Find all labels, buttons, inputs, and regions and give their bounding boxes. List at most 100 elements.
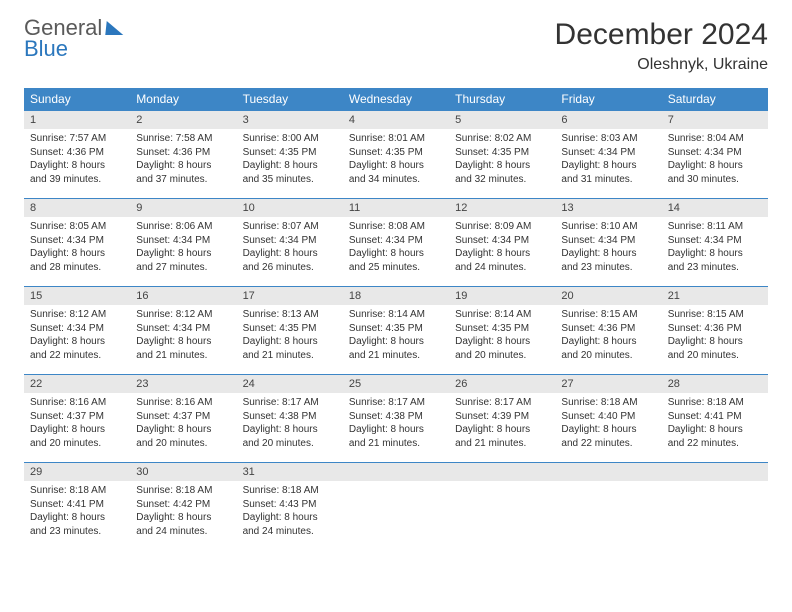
calendar-day-cell: 16Sunrise: 8:12 AMSunset: 4:34 PMDayligh… xyxy=(130,287,236,375)
calendar-day-cell: 10Sunrise: 8:07 AMSunset: 4:34 PMDayligh… xyxy=(237,199,343,287)
calendar-day-cell: 12Sunrise: 8:09 AMSunset: 4:34 PMDayligh… xyxy=(449,199,555,287)
day-number: 31 xyxy=(237,463,343,481)
calendar-day-cell: 24Sunrise: 8:17 AMSunset: 4:38 PMDayligh… xyxy=(237,375,343,463)
day-body: Sunrise: 8:18 AMSunset: 4:41 PMDaylight:… xyxy=(662,393,768,456)
daylight-line: Daylight: 8 hours and 20 minutes. xyxy=(136,423,230,450)
day-body: Sunrise: 8:16 AMSunset: 4:37 PMDaylight:… xyxy=(24,393,130,456)
day-body: Sunrise: 8:18 AMSunset: 4:43 PMDaylight:… xyxy=(237,481,343,544)
day-body: Sunrise: 8:14 AMSunset: 4:35 PMDaylight:… xyxy=(449,305,555,368)
day-body: Sunrise: 8:02 AMSunset: 4:35 PMDaylight:… xyxy=(449,129,555,192)
day-number: 6 xyxy=(555,111,661,129)
sunrise-line: Sunrise: 8:17 AM xyxy=(349,396,443,410)
calendar-day-cell xyxy=(449,463,555,551)
sunset-line: Sunset: 4:34 PM xyxy=(136,234,230,248)
brand-word-2: Blue xyxy=(24,39,124,60)
daylight-line: Daylight: 8 hours and 35 minutes. xyxy=(243,159,337,186)
day-number: 22 xyxy=(24,375,130,393)
daylight-line: Daylight: 8 hours and 20 minutes. xyxy=(668,335,762,362)
daylight-line: Daylight: 8 hours and 22 minutes. xyxy=(561,423,655,450)
day-header: Friday xyxy=(555,88,661,111)
day-body: Sunrise: 8:18 AMSunset: 4:40 PMDaylight:… xyxy=(555,393,661,456)
calendar-day-cell: 9Sunrise: 8:06 AMSunset: 4:34 PMDaylight… xyxy=(130,199,236,287)
daylight-line: Daylight: 8 hours and 23 minutes. xyxy=(561,247,655,274)
calendar-day-cell: 2Sunrise: 7:58 AMSunset: 4:36 PMDaylight… xyxy=(130,111,236,199)
calendar-day-cell: 4Sunrise: 8:01 AMSunset: 4:35 PMDaylight… xyxy=(343,111,449,199)
calendar-day-cell xyxy=(343,463,449,551)
daylight-line: Daylight: 8 hours and 20 minutes. xyxy=(30,423,124,450)
daylight-line: Daylight: 8 hours and 32 minutes. xyxy=(455,159,549,186)
sunrise-line: Sunrise: 8:06 AM xyxy=(136,220,230,234)
calendar-day-cell: 1Sunrise: 7:57 AMSunset: 4:36 PMDaylight… xyxy=(24,111,130,199)
calendar-day-cell: 8Sunrise: 8:05 AMSunset: 4:34 PMDaylight… xyxy=(24,199,130,287)
sunset-line: Sunset: 4:36 PM xyxy=(136,146,230,160)
sunrise-line: Sunrise: 8:15 AM xyxy=(668,308,762,322)
calendar-day-cell: 19Sunrise: 8:14 AMSunset: 4:35 PMDayligh… xyxy=(449,287,555,375)
calendar-day-cell: 18Sunrise: 8:14 AMSunset: 4:35 PMDayligh… xyxy=(343,287,449,375)
day-number: 5 xyxy=(449,111,555,129)
sunset-line: Sunset: 4:41 PM xyxy=(668,410,762,424)
sunrise-line: Sunrise: 8:03 AM xyxy=(561,132,655,146)
day-body xyxy=(662,481,768,541)
day-number: 15 xyxy=(24,287,130,305)
sunset-line: Sunset: 4:34 PM xyxy=(349,234,443,248)
sunset-line: Sunset: 4:35 PM xyxy=(455,322,549,336)
calendar-day-cell: 28Sunrise: 8:18 AMSunset: 4:41 PMDayligh… xyxy=(662,375,768,463)
day-number: 18 xyxy=(343,287,449,305)
day-number: 4 xyxy=(343,111,449,129)
calendar-week-row: 29Sunrise: 8:18 AMSunset: 4:41 PMDayligh… xyxy=(24,463,768,551)
calendar-day-cell: 23Sunrise: 8:16 AMSunset: 4:37 PMDayligh… xyxy=(130,375,236,463)
daylight-line: Daylight: 8 hours and 21 minutes. xyxy=(136,335,230,362)
day-header: Saturday xyxy=(662,88,768,111)
sunset-line: Sunset: 4:34 PM xyxy=(136,322,230,336)
sunrise-line: Sunrise: 8:17 AM xyxy=(243,396,337,410)
sunset-line: Sunset: 4:34 PM xyxy=(668,234,762,248)
sail-icon xyxy=(106,21,125,35)
day-body: Sunrise: 8:15 AMSunset: 4:36 PMDaylight:… xyxy=(662,305,768,368)
day-number: 9 xyxy=(130,199,236,217)
sunrise-line: Sunrise: 8:08 AM xyxy=(349,220,443,234)
calendar-week-row: 8Sunrise: 8:05 AMSunset: 4:34 PMDaylight… xyxy=(24,199,768,287)
day-number: 7 xyxy=(662,111,768,129)
day-number xyxy=(555,463,661,481)
sunset-line: Sunset: 4:37 PM xyxy=(136,410,230,424)
day-number: 3 xyxy=(237,111,343,129)
daylight-line: Daylight: 8 hours and 23 minutes. xyxy=(668,247,762,274)
day-body: Sunrise: 8:18 AMSunset: 4:41 PMDaylight:… xyxy=(24,481,130,544)
month-title: December 2024 xyxy=(555,18,768,52)
daylight-line: Daylight: 8 hours and 20 minutes. xyxy=(243,423,337,450)
day-number: 1 xyxy=(24,111,130,129)
calendar-day-cell: 30Sunrise: 8:18 AMSunset: 4:42 PMDayligh… xyxy=(130,463,236,551)
daylight-line: Daylight: 8 hours and 28 minutes. xyxy=(30,247,124,274)
daylight-line: Daylight: 8 hours and 21 minutes. xyxy=(349,423,443,450)
calendar-day-cell: 26Sunrise: 8:17 AMSunset: 4:39 PMDayligh… xyxy=(449,375,555,463)
sunset-line: Sunset: 4:34 PM xyxy=(243,234,337,248)
day-number: 30 xyxy=(130,463,236,481)
sunrise-line: Sunrise: 8:18 AM xyxy=(243,484,337,498)
sunrise-line: Sunrise: 8:11 AM xyxy=(668,220,762,234)
sunrise-line: Sunrise: 8:16 AM xyxy=(136,396,230,410)
day-body: Sunrise: 8:18 AMSunset: 4:42 PMDaylight:… xyxy=(130,481,236,544)
day-number: 13 xyxy=(555,199,661,217)
calendar-day-cell: 15Sunrise: 8:12 AMSunset: 4:34 PMDayligh… xyxy=(24,287,130,375)
sunrise-line: Sunrise: 8:18 AM xyxy=(136,484,230,498)
day-body xyxy=(449,481,555,541)
daylight-line: Daylight: 8 hours and 31 minutes. xyxy=(561,159,655,186)
sunrise-line: Sunrise: 8:04 AM xyxy=(668,132,762,146)
day-number: 8 xyxy=(24,199,130,217)
daylight-line: Daylight: 8 hours and 25 minutes. xyxy=(349,247,443,274)
sunrise-line: Sunrise: 8:17 AM xyxy=(455,396,549,410)
calendar-day-cell: 13Sunrise: 8:10 AMSunset: 4:34 PMDayligh… xyxy=(555,199,661,287)
daylight-line: Daylight: 8 hours and 26 minutes. xyxy=(243,247,337,274)
sunrise-line: Sunrise: 8:12 AM xyxy=(30,308,124,322)
day-body: Sunrise: 8:07 AMSunset: 4:34 PMDaylight:… xyxy=(237,217,343,280)
sunrise-line: Sunrise: 8:01 AM xyxy=(349,132,443,146)
day-body: Sunrise: 8:15 AMSunset: 4:36 PMDaylight:… xyxy=(555,305,661,368)
calendar-day-cell: 5Sunrise: 8:02 AMSunset: 4:35 PMDaylight… xyxy=(449,111,555,199)
day-header: Tuesday xyxy=(237,88,343,111)
sunrise-line: Sunrise: 8:18 AM xyxy=(30,484,124,498)
sunrise-line: Sunrise: 8:02 AM xyxy=(455,132,549,146)
sunset-line: Sunset: 4:34 PM xyxy=(455,234,549,248)
calendar-table: SundayMondayTuesdayWednesdayThursdayFrid… xyxy=(24,88,768,551)
sunrise-line: Sunrise: 8:13 AM xyxy=(243,308,337,322)
sunrise-line: Sunrise: 8:15 AM xyxy=(561,308,655,322)
